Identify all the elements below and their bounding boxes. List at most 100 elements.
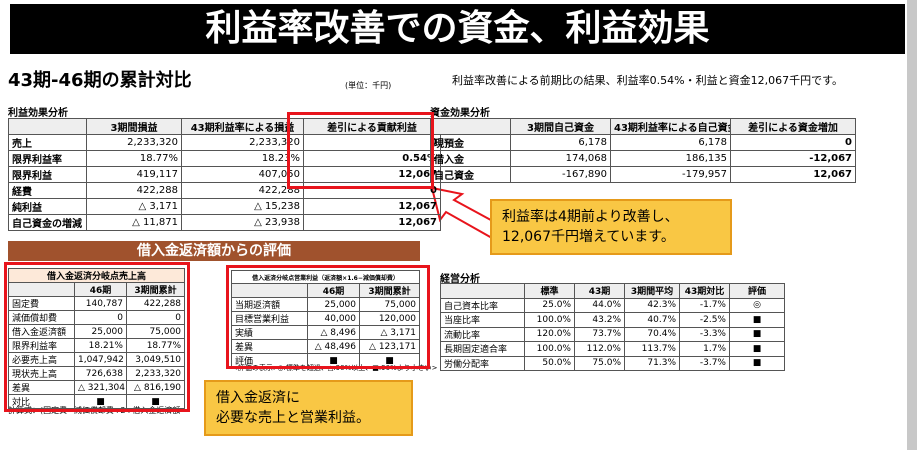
table-cell: △ 23,938 (181, 214, 304, 231)
table-cell: 71.3% (624, 355, 680, 371)
table-cell: 100.0% (524, 312, 575, 328)
header-cell: 標準 (524, 283, 575, 299)
table-row: 流動比率 120.0% 73.7% 70.4% -3.3% ■ (440, 326, 785, 342)
table: 3期間自己資金 43期利益率による自己資金 差引による資金増加 現預金 6,178 6,1… (430, 118, 856, 183)
title: 利益率改善での資金、利益効果 (10, 4, 905, 54)
title-row: 借入金返済分岐点売上高 (7, 268, 186, 283)
table-cell: ■ (729, 312, 785, 328)
header-cell: 評価 (729, 283, 785, 299)
table-cell: ■ (125, 394, 186, 409)
table-cell: 経費 (8, 182, 87, 199)
header-cell: 差引による貢献利益 (303, 118, 441, 135)
table-cell: △ 15,238 (181, 198, 304, 215)
table-row: 自己資本比率 25.0% 44.0% 42.3% -1.7% ◎ (440, 297, 785, 313)
table-cell: 42.3% (624, 297, 680, 313)
table: 借入返済分岐点営業利益（返済額×1.6−減価償却費） 46期 3期間累計 当期返済額 2… (230, 270, 421, 368)
header-cell: 43期利益率による自己資金 (610, 118, 731, 135)
table-cell: 自己資金の増減 (8, 214, 87, 231)
table-row: 当期返済額 25,000 75,000 (231, 297, 421, 312)
table-cell: 0 (730, 134, 856, 151)
header-cell (440, 283, 525, 299)
table-cell: 純利益 (8, 198, 87, 215)
table-row: 減価償却費 0 0 (8, 310, 186, 325)
table-row: 差異 △ 48,496 △ 123,171 (231, 339, 421, 354)
table-row: 必要売上高 1,047,942 3,049,510 (8, 352, 186, 367)
highlight-box (4, 262, 190, 412)
summary: 利益率改善による前期比の結果、利益率0.54%・利益と資金12,067千円です。 (452, 74, 844, 87)
table-cell: ■ (729, 355, 785, 371)
highlight-box (226, 265, 430, 369)
table-row: 自己資金の増減 △ 11,871 △ 23,938 12,067 (8, 214, 441, 231)
callout-line: 利益率は4期前より改善し、 (502, 209, 679, 225)
table-title: 借入金返済分岐点売上高 (7, 268, 186, 283)
table-cell: 75.0% (574, 355, 625, 371)
header-cell (8, 118, 87, 135)
table-cell: 50.0% (524, 355, 575, 371)
table-cell: 186,135 (610, 150, 731, 167)
table-cell: -2.5% (679, 312, 730, 328)
table-row: 自己資金 -167,890 -179,957 12,067 (430, 166, 856, 183)
table-row: 売上 2,233,320 2,233,320 0 (8, 134, 441, 151)
header-cell: 3期間自己資金 (510, 118, 611, 135)
table-row: 借入金返済額 25,000 75,000 (8, 324, 186, 339)
table-cell: 2,233,320 (181, 134, 304, 151)
table-cell: 自己資本比率 (440, 297, 525, 313)
table-cell: 419,117 (86, 166, 182, 183)
table-cell: -3.7% (679, 355, 730, 371)
table-cell: ■ (729, 341, 785, 357)
table-row: 限界利益 419,117 407,050 12,067 (8, 166, 441, 183)
header-row: 3期間自己資金 43期利益率による自己資金 差引による資金増加 (430, 118, 856, 135)
header-row: 3期間損益 43期利益率による損益 差引による貢献利益 (8, 118, 441, 135)
header-cell: 43期 (574, 283, 625, 299)
table-cell: 借入金 (430, 150, 511, 167)
header-cell: 差引による資金増加 (730, 118, 856, 135)
table-row: 対比 ■ ■ (8, 394, 186, 409)
table-cell: 18.23% (181, 150, 304, 167)
table-row: 当座比率 100.0% 43.2% 40.7% -2.5% ■ (440, 312, 785, 328)
highlight-box (287, 112, 434, 189)
table: 借入金返済分岐点売上高 46期 3期間累計 固定費 140,787 422,288 減価償却… (7, 268, 186, 409)
header-cell: 43期対比 (679, 283, 730, 299)
header-row: 標準 43期 3期間平均 43期対比 評価 (440, 283, 785, 299)
table-cell: 長期固定適合率 (440, 341, 525, 357)
table-cell: △ 11,871 (86, 214, 182, 231)
table-caption: 資金効果分析 (430, 108, 490, 119)
table-cell: ■ (729, 326, 785, 342)
table-cell: 44.0% (574, 297, 625, 313)
table-cell: 自己資金 (430, 166, 511, 183)
table-caption: 経営分析 (440, 274, 480, 285)
table-cell: 12,067 (303, 198, 441, 215)
table-row: 限界利益率 18.77% 18.23% 0.54% (8, 150, 441, 167)
table-cell: 25.0% (524, 297, 575, 313)
table-cell: 174,068 (510, 150, 611, 167)
table-cell: 100.0% (524, 341, 575, 357)
shadow (907, 0, 917, 450)
header-cell (231, 283, 308, 298)
table-row: 長期固定適合率 100.0% 112.0% 113.7% 1.7% ■ (440, 341, 785, 357)
table-cell: 120.0% (524, 326, 575, 342)
table-cell: 現預金 (430, 134, 511, 151)
table-row: 固定費 140,787 422,288 (8, 296, 186, 311)
section-banner: 借入金返済額からの評価 (8, 241, 420, 261)
table-cell: 流動比率 (440, 326, 525, 342)
table-row: 借入金 174,068 186,135 -12,067 (430, 150, 856, 167)
table-cell: 1.7% (679, 341, 730, 357)
table-cell: △ 3,171 (86, 198, 182, 215)
table: 標準 43期 3期間平均 43期対比 評価 自己資本比率 25.0% 44.0% 42.3% -1… (440, 283, 785, 371)
table-cell: 6,178 (510, 134, 611, 151)
table-cell: 40.7% (624, 312, 680, 328)
header-cell: 3期間平均 (624, 283, 680, 299)
callout-line: 12,067千円増えています。 (502, 229, 675, 245)
table-cell: 当座比率 (440, 312, 525, 328)
table-caption: 利益効果分析 (8, 108, 68, 119)
header-cell: 46期 (74, 282, 127, 297)
table-cell: 422,288 (181, 182, 304, 199)
table-cell: 422,288 (125, 296, 186, 311)
callout: 借入金返済に 必要な売上と営業利益。 (204, 380, 413, 436)
table-cell: -12,067 (730, 150, 856, 167)
table-cell: 3,049,510 (125, 352, 186, 367)
table-cell: 売上 (8, 134, 87, 151)
table-cell: 73.7% (574, 326, 625, 342)
table-cell: 12,067 (730, 166, 856, 183)
